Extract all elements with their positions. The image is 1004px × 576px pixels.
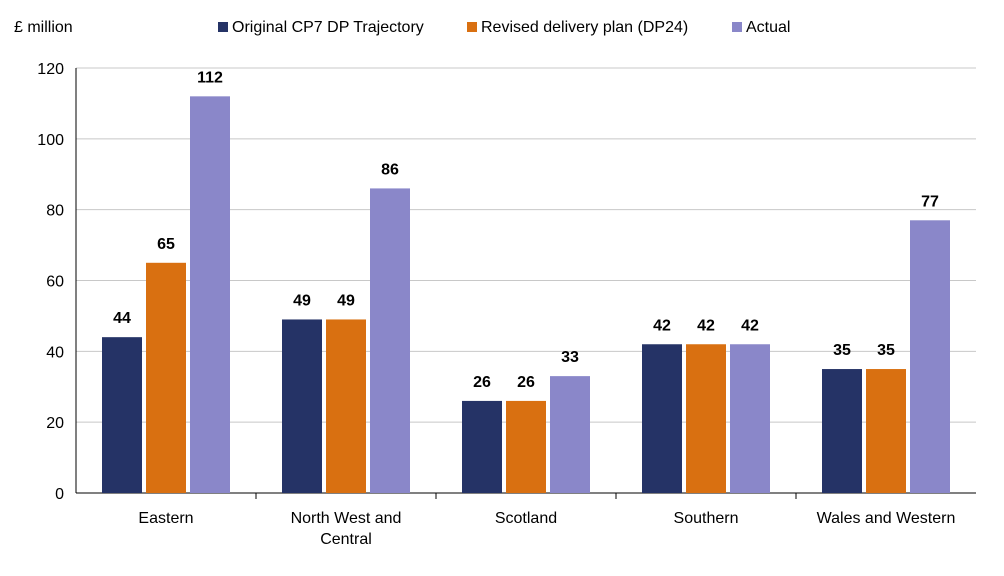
- y-tick-label: 20: [46, 415, 64, 432]
- data-label: 77: [921, 193, 939, 210]
- bar: [550, 376, 590, 493]
- bar: [686, 344, 726, 493]
- data-label: 49: [337, 292, 355, 309]
- bar: [102, 337, 142, 493]
- data-labels: 44 65 112 49 49 86 26 26 33 42 42 42 35 35 77: [113, 69, 939, 391]
- legend: Original CP7 DP Trajectory Revised delive…: [218, 19, 790, 36]
- bar: [642, 344, 682, 493]
- x-category-label: Scotland: [495, 510, 557, 527]
- y-tick-label: 0: [55, 486, 64, 503]
- data-label: 42: [741, 317, 759, 334]
- legend-label: Original CP7 DP Trajectory: [232, 19, 424, 36]
- legend-swatch: [218, 22, 228, 32]
- bar: [190, 96, 230, 493]
- bar: [326, 319, 366, 493]
- y-tick-label: 120: [37, 61, 64, 78]
- y-tick-label: 60: [46, 274, 64, 291]
- bar: [146, 262, 186, 493]
- data-label: 49: [293, 292, 311, 309]
- bars: [102, 96, 950, 493]
- data-label: 33: [561, 349, 579, 366]
- bar: [822, 369, 862, 493]
- data-label: 26: [473, 374, 491, 391]
- x-category-label: Wales and Western: [817, 510, 956, 527]
- y-tick-label: 80: [46, 203, 64, 220]
- data-label: 112: [197, 69, 223, 86]
- legend-swatch: [467, 22, 477, 32]
- bar: [282, 319, 322, 493]
- y-tick-label: 100: [37, 132, 64, 149]
- y-tick-label: 40: [46, 344, 64, 361]
- legend-label: Actual: [746, 19, 790, 36]
- data-label: 86: [381, 161, 399, 178]
- data-label: 65: [157, 236, 175, 253]
- x-category-label: Eastern: [138, 510, 193, 527]
- bar: [462, 400, 502, 493]
- x-category-label: Southern: [674, 510, 739, 527]
- data-label: 44: [113, 310, 131, 327]
- data-label: 35: [833, 342, 851, 359]
- data-label: 42: [697, 317, 715, 334]
- bar: [910, 220, 950, 493]
- data-label: 35: [877, 342, 895, 359]
- x-category-label: North West and Central: [291, 510, 402, 548]
- bar: [506, 400, 546, 493]
- bar: [370, 188, 410, 493]
- legend-label: Revised delivery plan (DP24): [481, 19, 688, 36]
- bar: [866, 369, 906, 493]
- bar: [730, 344, 770, 493]
- legend-swatch: [732, 22, 742, 32]
- y-unit-label: £ million: [14, 19, 73, 36]
- data-label: 42: [653, 317, 671, 334]
- data-label: 26: [517, 374, 535, 391]
